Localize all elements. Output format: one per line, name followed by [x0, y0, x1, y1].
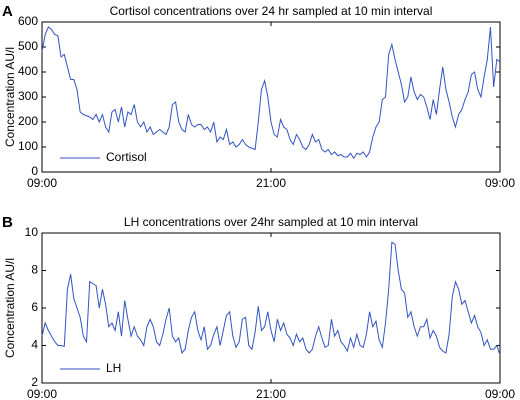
x-tick-label: 09:00 — [27, 387, 57, 400]
x-tick-label: 09:00 — [485, 176, 515, 190]
x-tick-label: 21:00 — [256, 387, 286, 400]
x-tick-label: 21:00 — [256, 176, 286, 190]
panel-letter: A — [2, 3, 13, 20]
y-tick-label: 400 — [18, 64, 38, 78]
legend-label: LH — [106, 361, 121, 375]
x-tick-label: 09:00 — [27, 176, 57, 190]
y-axis-label: Concentration AU/l — [3, 258, 17, 358]
chart-title: LH concentrations over 24hr sampled at 1… — [124, 215, 418, 229]
y-tick-label: 6 — [31, 300, 38, 314]
chart-title: Cortisol concentrations over 24 hr sampl… — [110, 4, 433, 18]
y-tick-label: 0 — [31, 164, 38, 178]
legend-box — [51, 147, 179, 169]
y-tick-label: 4 — [31, 338, 38, 352]
y-axis-label: Concentration AU/l — [3, 47, 17, 147]
y-tick-label: 300 — [18, 89, 38, 103]
legend-label: Cortisol — [106, 150, 147, 164]
y-tick-label: 8 — [31, 263, 38, 277]
data-line — [41, 26, 501, 160]
data-line — [41, 241, 501, 356]
panel-letter: B — [2, 214, 13, 231]
x-tick-label: 09:00 — [485, 387, 515, 400]
y-tick-label: 100 — [18, 139, 38, 153]
y-tick-label: 600 — [18, 14, 38, 28]
y-tick-label: 200 — [18, 114, 38, 128]
y-tick-label: 500 — [18, 39, 38, 53]
y-tick-label: 10 — [25, 225, 39, 239]
y-tick-label: 2 — [31, 375, 38, 389]
